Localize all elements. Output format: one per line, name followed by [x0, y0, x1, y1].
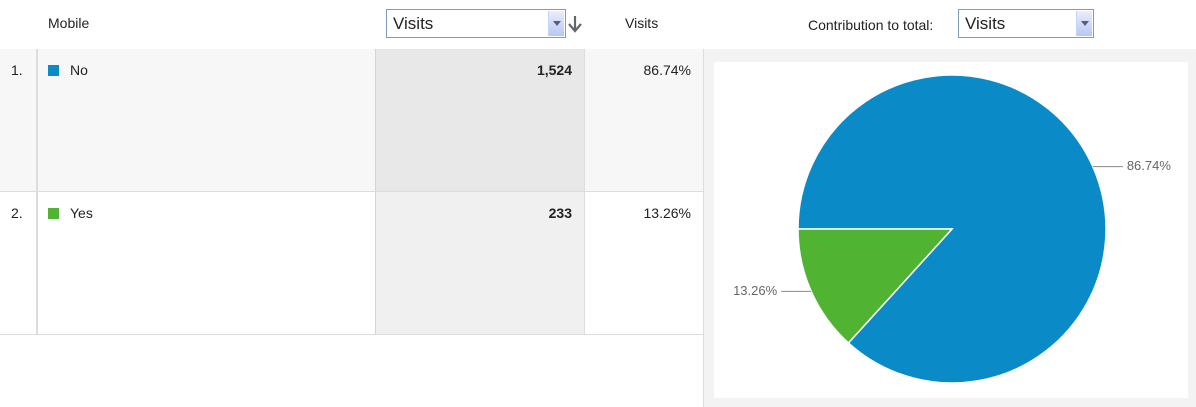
contribution-select[interactable]: Visits	[958, 9, 1094, 38]
row-label: No	[70, 62, 88, 78]
dimension-header: Mobile	[48, 15, 90, 31]
label-cell: Yes	[37, 192, 375, 335]
pie-slice	[797, 228, 954, 345]
percent-cell: 13.26%	[585, 192, 703, 335]
slice-label: 13.26%	[733, 283, 778, 298]
slice-label: 86.74%	[1127, 158, 1172, 173]
metric-select[interactable]: Visits	[386, 9, 566, 38]
dropdown-button[interactable]	[1076, 11, 1092, 36]
index-cell: 2.	[0, 192, 37, 335]
row-label: Yes	[70, 205, 93, 221]
row-index: 1.	[11, 62, 23, 78]
dropdown-button[interactable]	[548, 11, 564, 36]
legend-swatch	[48, 208, 59, 219]
select-text: Visits	[393, 14, 434, 33]
percent-value: 13.26%	[643, 205, 691, 221]
pie-chart: 86.74% 13.26%	[714, 62, 1188, 398]
row-index: 2.	[11, 205, 23, 221]
select-text: Visits	[965, 14, 1006, 33]
metric-column-header: Visits	[625, 15, 659, 31]
sort-arrow[interactable]	[566, 14, 584, 34]
visits-value: 233	[548, 205, 572, 221]
contribution-label: Contribution to total:	[808, 17, 934, 33]
visits-cell: 233	[375, 192, 585, 335]
visits-value: 1,524	[536, 62, 572, 78]
index-cell: 1.	[0, 49, 37, 192]
percent-value: 86.74%	[643, 62, 691, 78]
percent-cell: 86.74%	[585, 49, 703, 192]
visits-cell: 1,524	[375, 49, 585, 192]
label-cell: No	[37, 49, 375, 192]
legend-swatch	[48, 65, 59, 76]
